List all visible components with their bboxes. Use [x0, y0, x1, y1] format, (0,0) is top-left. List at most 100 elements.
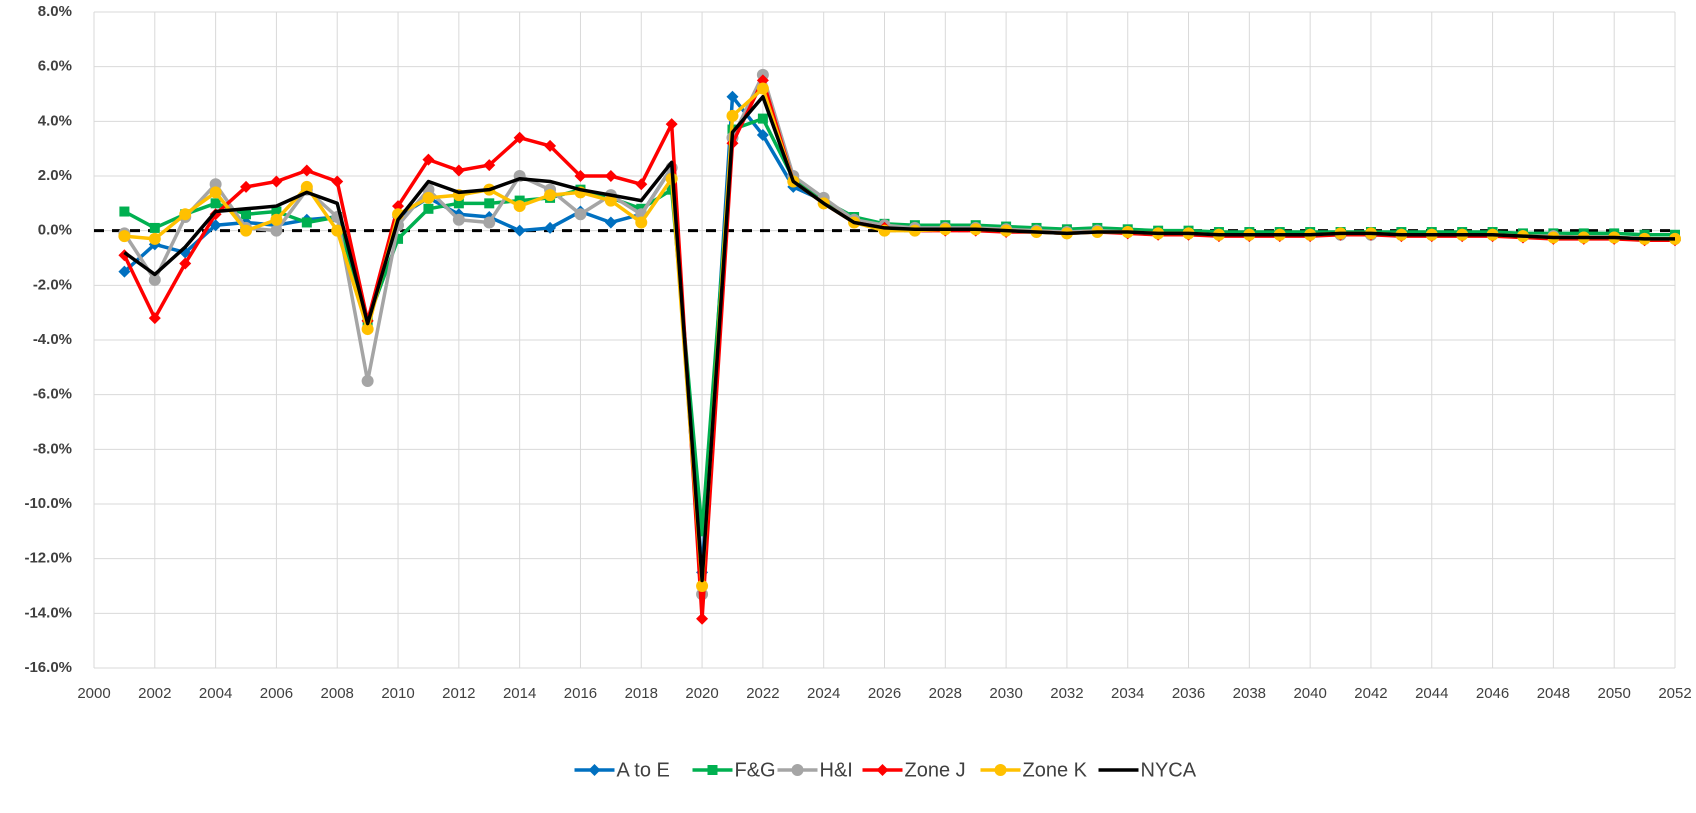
marker [604, 170, 617, 182]
marker [331, 224, 344, 237]
x-tick-label: 2046 [1476, 685, 1509, 702]
y-tick-label: -14.0% [24, 604, 72, 621]
marker [513, 200, 526, 213]
y-tick-label: 4.0% [38, 112, 72, 129]
marker [452, 213, 465, 226]
x-tick-label: 2042 [1354, 685, 1387, 702]
marker [271, 206, 282, 217]
marker [574, 208, 587, 221]
marker [604, 194, 617, 207]
marker [392, 200, 405, 213]
marker [422, 191, 435, 204]
x-tick-label: 2010 [381, 685, 414, 702]
x-tick-label: 2014 [503, 685, 536, 702]
marker [179, 257, 192, 270]
legend-label: H&I [820, 759, 853, 781]
series-line [123, 94, 1675, 583]
marker [209, 186, 222, 199]
legend-label: NYCA [1141, 759, 1197, 781]
marker [635, 178, 648, 191]
marker [756, 82, 769, 95]
marker [726, 90, 739, 103]
marker [240, 180, 253, 193]
marker [707, 765, 718, 775]
marker [361, 375, 374, 387]
y-tick-label: 2.0% [38, 167, 72, 184]
marker [994, 764, 1007, 776]
marker [423, 203, 434, 214]
marker [544, 189, 557, 202]
marker [270, 224, 283, 237]
marker [757, 113, 768, 124]
marker [270, 175, 283, 188]
y-tick-label: 8.0% [38, 3, 72, 20]
marker [876, 764, 889, 776]
x-tick-label: 2048 [1537, 685, 1570, 702]
series-line [123, 116, 1675, 534]
marker [393, 233, 404, 244]
x-tick-label: 2024 [807, 685, 840, 702]
y-tick-label: 6.0% [38, 58, 72, 75]
marker [665, 118, 678, 131]
y-tick-label: 0.0% [38, 222, 72, 239]
marker [483, 159, 496, 172]
marker [588, 764, 601, 776]
x-tick-label: 2002 [138, 685, 171, 702]
marker [270, 213, 283, 226]
marker [484, 198, 495, 209]
marker [453, 198, 464, 209]
marker [179, 208, 192, 221]
x-tick-label: 2038 [1233, 685, 1266, 702]
y-tick-label: -4.0% [33, 331, 72, 348]
y-tick-label: -8.0% [33, 440, 72, 457]
x-tick-label: 2012 [442, 685, 475, 702]
x-tick-label: 2036 [1172, 685, 1205, 702]
x-tick-label: 2020 [685, 685, 718, 702]
marker [210, 198, 221, 209]
marker [119, 206, 130, 217]
series-line [123, 94, 1675, 575]
marker [574, 170, 587, 182]
x-tick-label: 2008 [321, 685, 354, 702]
marker [209, 178, 222, 191]
legend-label: A to E [617, 759, 670, 781]
marker [452, 164, 465, 177]
x-tick-label: 2030 [989, 685, 1022, 702]
marker [241, 209, 252, 220]
marker [148, 273, 161, 286]
x-tick-label: 2026 [868, 685, 901, 702]
legend-label: Zone J [905, 759, 966, 781]
marker [149, 222, 160, 233]
series-line [122, 78, 1675, 621]
x-tick-label: 2022 [746, 685, 779, 702]
marker [422, 153, 435, 166]
marker [544, 221, 557, 234]
y-tick-label: -6.0% [33, 386, 72, 403]
y-tick-label: -10.0% [24, 495, 72, 512]
x-tick-label: 2004 [199, 685, 232, 702]
legend-label: Zone K [1023, 759, 1088, 781]
marker [697, 526, 708, 537]
marker [148, 232, 161, 245]
marker [148, 312, 161, 325]
marker [696, 612, 709, 625]
marker [756, 74, 769, 87]
marker [635, 216, 648, 229]
marker [300, 164, 313, 177]
marker [483, 216, 496, 229]
marker [544, 139, 557, 152]
marker [756, 129, 769, 141]
marker [118, 249, 131, 262]
marker [791, 764, 804, 776]
marker [240, 224, 253, 237]
marker [696, 580, 709, 592]
marker [118, 265, 131, 278]
x-tick-label: 2000 [77, 685, 110, 702]
marker [726, 109, 739, 122]
legend-label: F&G [735, 759, 776, 781]
x-tick-label: 2052 [1658, 685, 1691, 702]
x-tick-label: 2050 [1598, 685, 1631, 702]
x-tick-label: 2028 [929, 685, 962, 702]
marker [118, 230, 131, 243]
